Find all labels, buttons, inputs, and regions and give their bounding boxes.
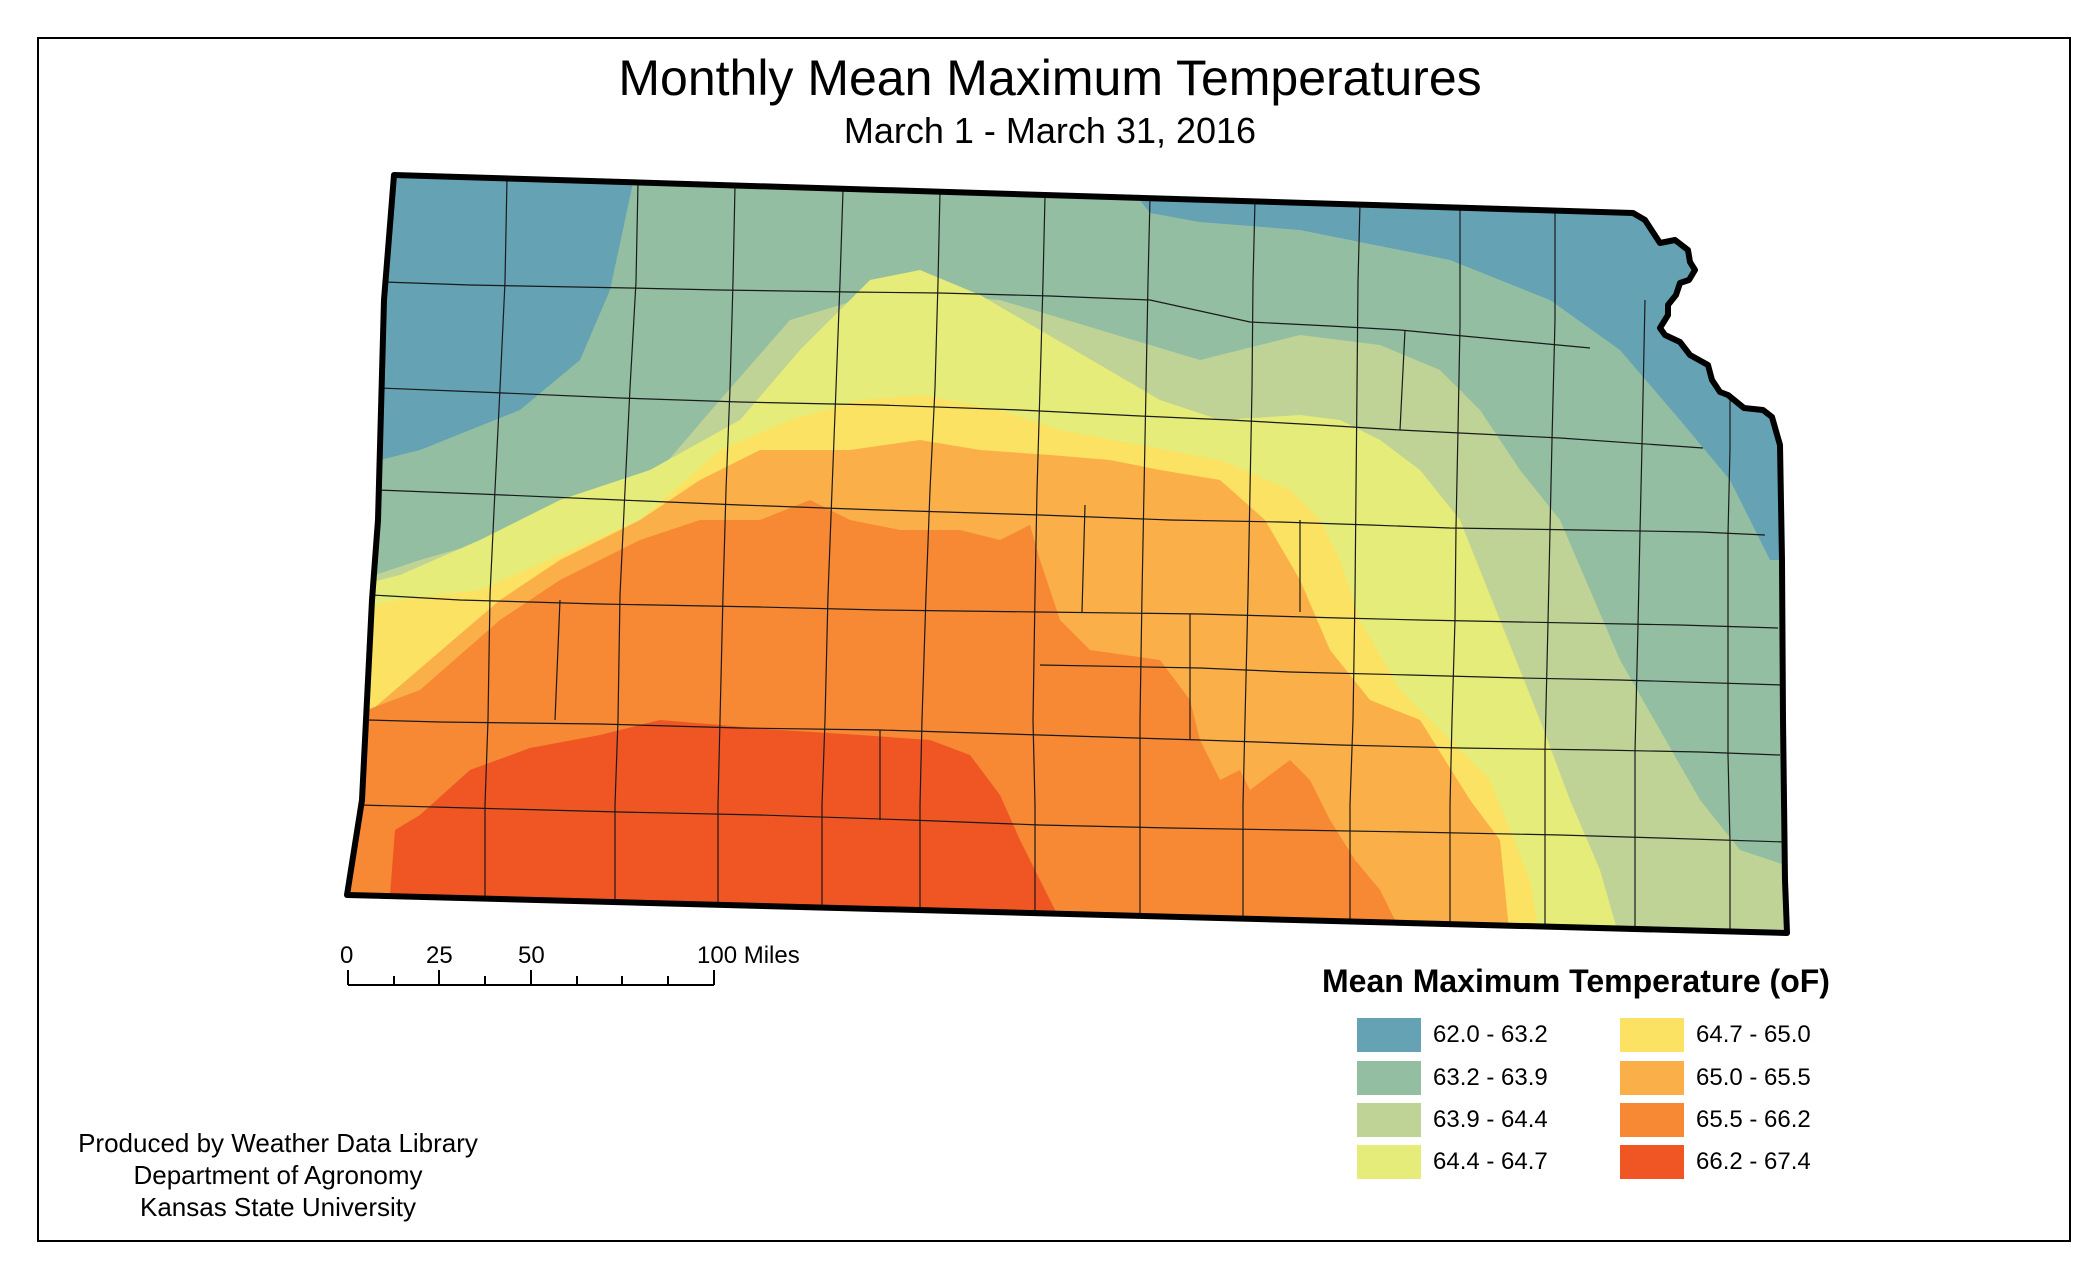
scale-label-100-miles: 100 Miles xyxy=(697,942,800,969)
scale-label-0: 0 xyxy=(340,942,354,969)
legend-swatch xyxy=(1620,1018,1684,1052)
scale-label-50: 50 xyxy=(518,942,545,969)
temperature-zones xyxy=(347,175,1787,933)
legend-label: 63.2 - 63.9 xyxy=(1433,1064,1548,1091)
legend-swatch xyxy=(1357,1061,1421,1095)
legend-label: 64.7 - 65.0 xyxy=(1696,1021,1811,1048)
legend-label: 65.5 - 66.2 xyxy=(1696,1106,1811,1133)
legend-title: Mean Maximum Temperature (oF) xyxy=(1322,963,1830,999)
scale-bar xyxy=(347,970,715,986)
map-title: Monthly Mean Maximum Temperatures xyxy=(618,50,1482,106)
credits: Produced by Weather Data Library Departm… xyxy=(58,1127,498,1223)
credit-line-university: Kansas State University xyxy=(139,1192,416,1222)
legend-label: 62.0 - 63.2 xyxy=(1433,1021,1548,1048)
legend-swatch xyxy=(1357,1103,1421,1137)
legend-label: 66.2 - 67.4 xyxy=(1696,1148,1811,1175)
legend-label: 63.9 - 64.4 xyxy=(1433,1106,1548,1133)
county-boundaries xyxy=(359,177,1786,930)
legend-swatch xyxy=(1357,1145,1421,1179)
legend-label: 64.4 - 64.7 xyxy=(1433,1148,1548,1175)
credit-line-producer: Produced by Weather Data Library xyxy=(78,1128,478,1158)
kansas-state-outline xyxy=(344,172,1790,936)
map-subtitle: March 1 - March 31, 2016 xyxy=(843,110,1257,151)
legend-label: 65.0 - 65.5 xyxy=(1696,1064,1811,1091)
map-frame xyxy=(37,37,2071,1242)
scale-label-25: 25 xyxy=(426,942,453,969)
legend-swatch xyxy=(1620,1061,1684,1095)
legend-swatch xyxy=(1357,1018,1421,1052)
credit-line-department: Department of Agronomy xyxy=(133,1160,423,1190)
legend-swatch xyxy=(1620,1145,1684,1179)
legend-swatch xyxy=(1620,1103,1684,1137)
